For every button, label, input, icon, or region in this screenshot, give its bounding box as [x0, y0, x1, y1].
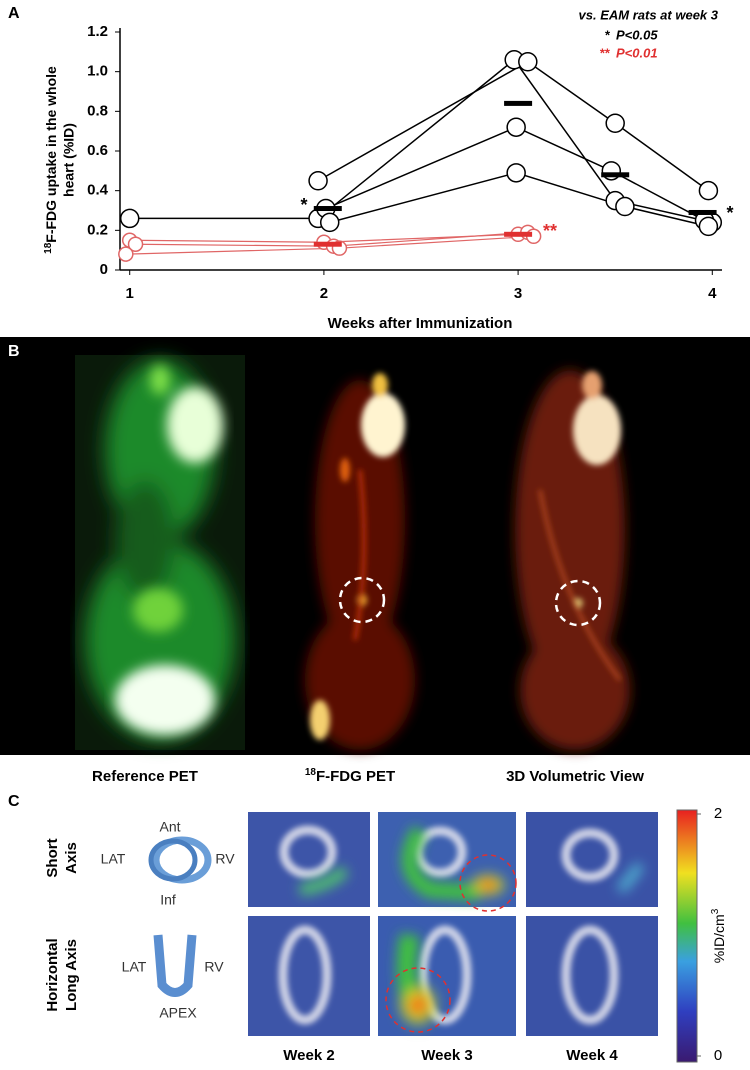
significance-mark: *: [726, 203, 733, 223]
diagram-label: LAT: [122, 959, 147, 975]
x-axis-label: Weeks after Immunization: [328, 315, 513, 332]
column-label: Week 3: [421, 1047, 472, 1064]
data-point: [118, 246, 134, 262]
y-tick-label: 0.8: [87, 102, 108, 119]
row-label: Short: [44, 838, 61, 877]
data-point: [605, 113, 625, 133]
colorbar-label: %ID/cm3: [710, 908, 727, 963]
data-point: [506, 117, 526, 137]
panel-label: C: [8, 793, 20, 810]
diagram-label: RV: [204, 959, 224, 975]
row-label: Long Axis: [63, 939, 80, 1011]
x-tick-label: 4: [708, 285, 717, 302]
y-tick-label: 1.2: [87, 23, 108, 40]
x-tick-label: 1: [126, 285, 134, 302]
colorbar: [676, 809, 698, 1063]
superscript: 18: [43, 242, 54, 254]
diagram-label: APEX: [159, 1005, 197, 1021]
volumetric-view-image: [515, 370, 630, 750]
data-point: [506, 163, 526, 183]
long-axis-diagram: [153, 934, 197, 997]
y-tick-label: 0: [100, 261, 108, 278]
mean-bar: [688, 209, 717, 215]
significance-mark: **: [543, 221, 557, 241]
data-point: [518, 52, 538, 72]
data-point: [119, 208, 140, 229]
reference-pet-image: [75, 355, 245, 750]
label-text: F-FDG PET: [316, 768, 395, 785]
data-point: [698, 216, 719, 237]
short-axis-diagram: [148, 836, 212, 884]
image-label: 3D Volumetric View: [506, 768, 644, 785]
legend-text: P<0.05: [616, 27, 658, 42]
image-label: Reference PET: [92, 768, 198, 785]
series-line: [329, 172, 709, 228]
row-label: Horizontal: [44, 938, 61, 1011]
y-tick-label: 0.4: [87, 182, 109, 199]
superscript: 3: [710, 908, 721, 914]
panel-label: A: [8, 5, 20, 22]
superscript: 18: [305, 767, 317, 778]
legend-title: vs. EAM rats at week 3: [579, 7, 719, 22]
diagram-label: Ant: [159, 819, 180, 835]
y-label-line: F-FDG uptake in the whole: [43, 66, 59, 243]
data-point: [308, 171, 328, 191]
diagram-label: Inf: [160, 892, 176, 908]
panel-label: B: [8, 343, 20, 360]
mean-bar: [601, 172, 630, 178]
row-label: Axis: [63, 842, 80, 874]
series-line: [317, 60, 709, 192]
data-point: [615, 196, 635, 217]
data-point: [319, 212, 340, 233]
legend-mark: **: [600, 45, 611, 60]
mean-bar: [504, 231, 533, 237]
diagram-label: LAT: [101, 851, 126, 867]
column-label: Week 4: [566, 1047, 618, 1064]
heart-images: [248, 812, 658, 1036]
data-point: [127, 236, 144, 252]
mean-bar: [313, 206, 342, 212]
colorbar-tick-label: 0: [714, 1047, 722, 1064]
diagram-label: RV: [215, 851, 235, 867]
significance-mark: *: [300, 195, 307, 215]
fdg-pet-image: [305, 373, 415, 750]
series-line: [325, 126, 705, 222]
x-tick-label: 2: [320, 285, 328, 302]
y-axis-label: 18F-FDG uptake in the whole: [43, 66, 59, 254]
column-label: Week 2: [283, 1047, 334, 1064]
colorbar-tick-label: 2: [714, 805, 722, 822]
y-tick-label: 0.2: [87, 221, 108, 238]
image-label: 18F-FDG PET: [305, 767, 395, 785]
mean-bar: [504, 100, 533, 106]
label-text: %ID/cm: [711, 914, 727, 963]
x-tick-label: 3: [514, 285, 522, 302]
legend-mark: *: [605, 27, 611, 42]
mean-bar: [313, 241, 342, 247]
y-tick-label: 0.6: [87, 142, 108, 159]
y-label-line: heart (%ID): [61, 123, 77, 197]
data-point: [698, 180, 719, 201]
legend-text: P<0.01: [616, 45, 658, 60]
y-tick-label: 1.0: [87, 63, 108, 80]
